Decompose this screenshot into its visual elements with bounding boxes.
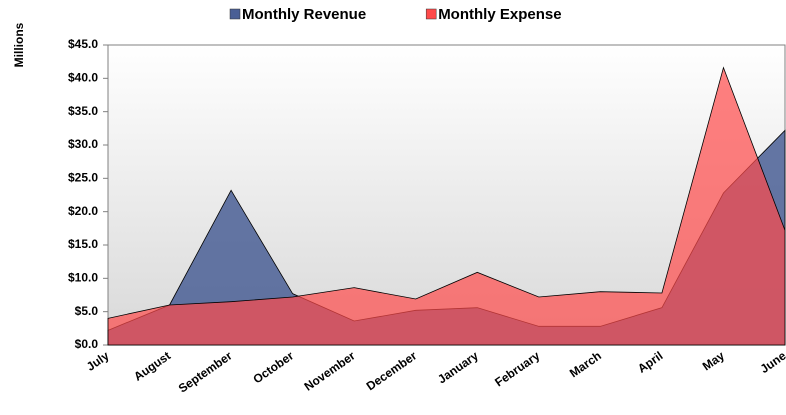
- y-tick-label: $20.0: [68, 204, 98, 218]
- x-tick-label: August: [131, 349, 173, 384]
- y-tick-label: $5.0: [75, 304, 99, 318]
- x-tick-label: February: [492, 348, 542, 389]
- legend-swatch: [425, 8, 437, 20]
- x-tick-label: July: [84, 348, 112, 373]
- legend-label: Monthly Expense: [438, 6, 561, 23]
- y-tick-label: $45.0: [68, 37, 98, 51]
- area: [107, 66, 786, 346]
- x-tick-label: September: [176, 348, 235, 395]
- y-tick-label: $40.0: [68, 71, 98, 85]
- y-tick-label: $35.0: [68, 104, 98, 118]
- x-tick-label: January: [435, 348, 481, 386]
- x-tick-label: December: [364, 348, 420, 393]
- y-axis-label: Millions: [12, 22, 26, 67]
- legend-swatch: [229, 8, 241, 20]
- y-tick-label: $25.0: [68, 171, 98, 185]
- x-tick-label: October: [250, 348, 296, 386]
- y-tick-label: $30.0: [68, 137, 98, 151]
- legend-label: Monthly Revenue: [242, 6, 366, 23]
- x-tick-label: March: [567, 349, 604, 381]
- x-tick-label: June: [758, 348, 786, 376]
- x-tick-label: May: [700, 348, 727, 373]
- x-tick-label: November: [302, 348, 358, 393]
- y-tick-label: $10.0: [68, 271, 98, 285]
- y-tick-label: $15.0: [68, 237, 98, 251]
- x-tick-label: April: [635, 349, 665, 376]
- y-tick-label: $0.0: [75, 337, 99, 351]
